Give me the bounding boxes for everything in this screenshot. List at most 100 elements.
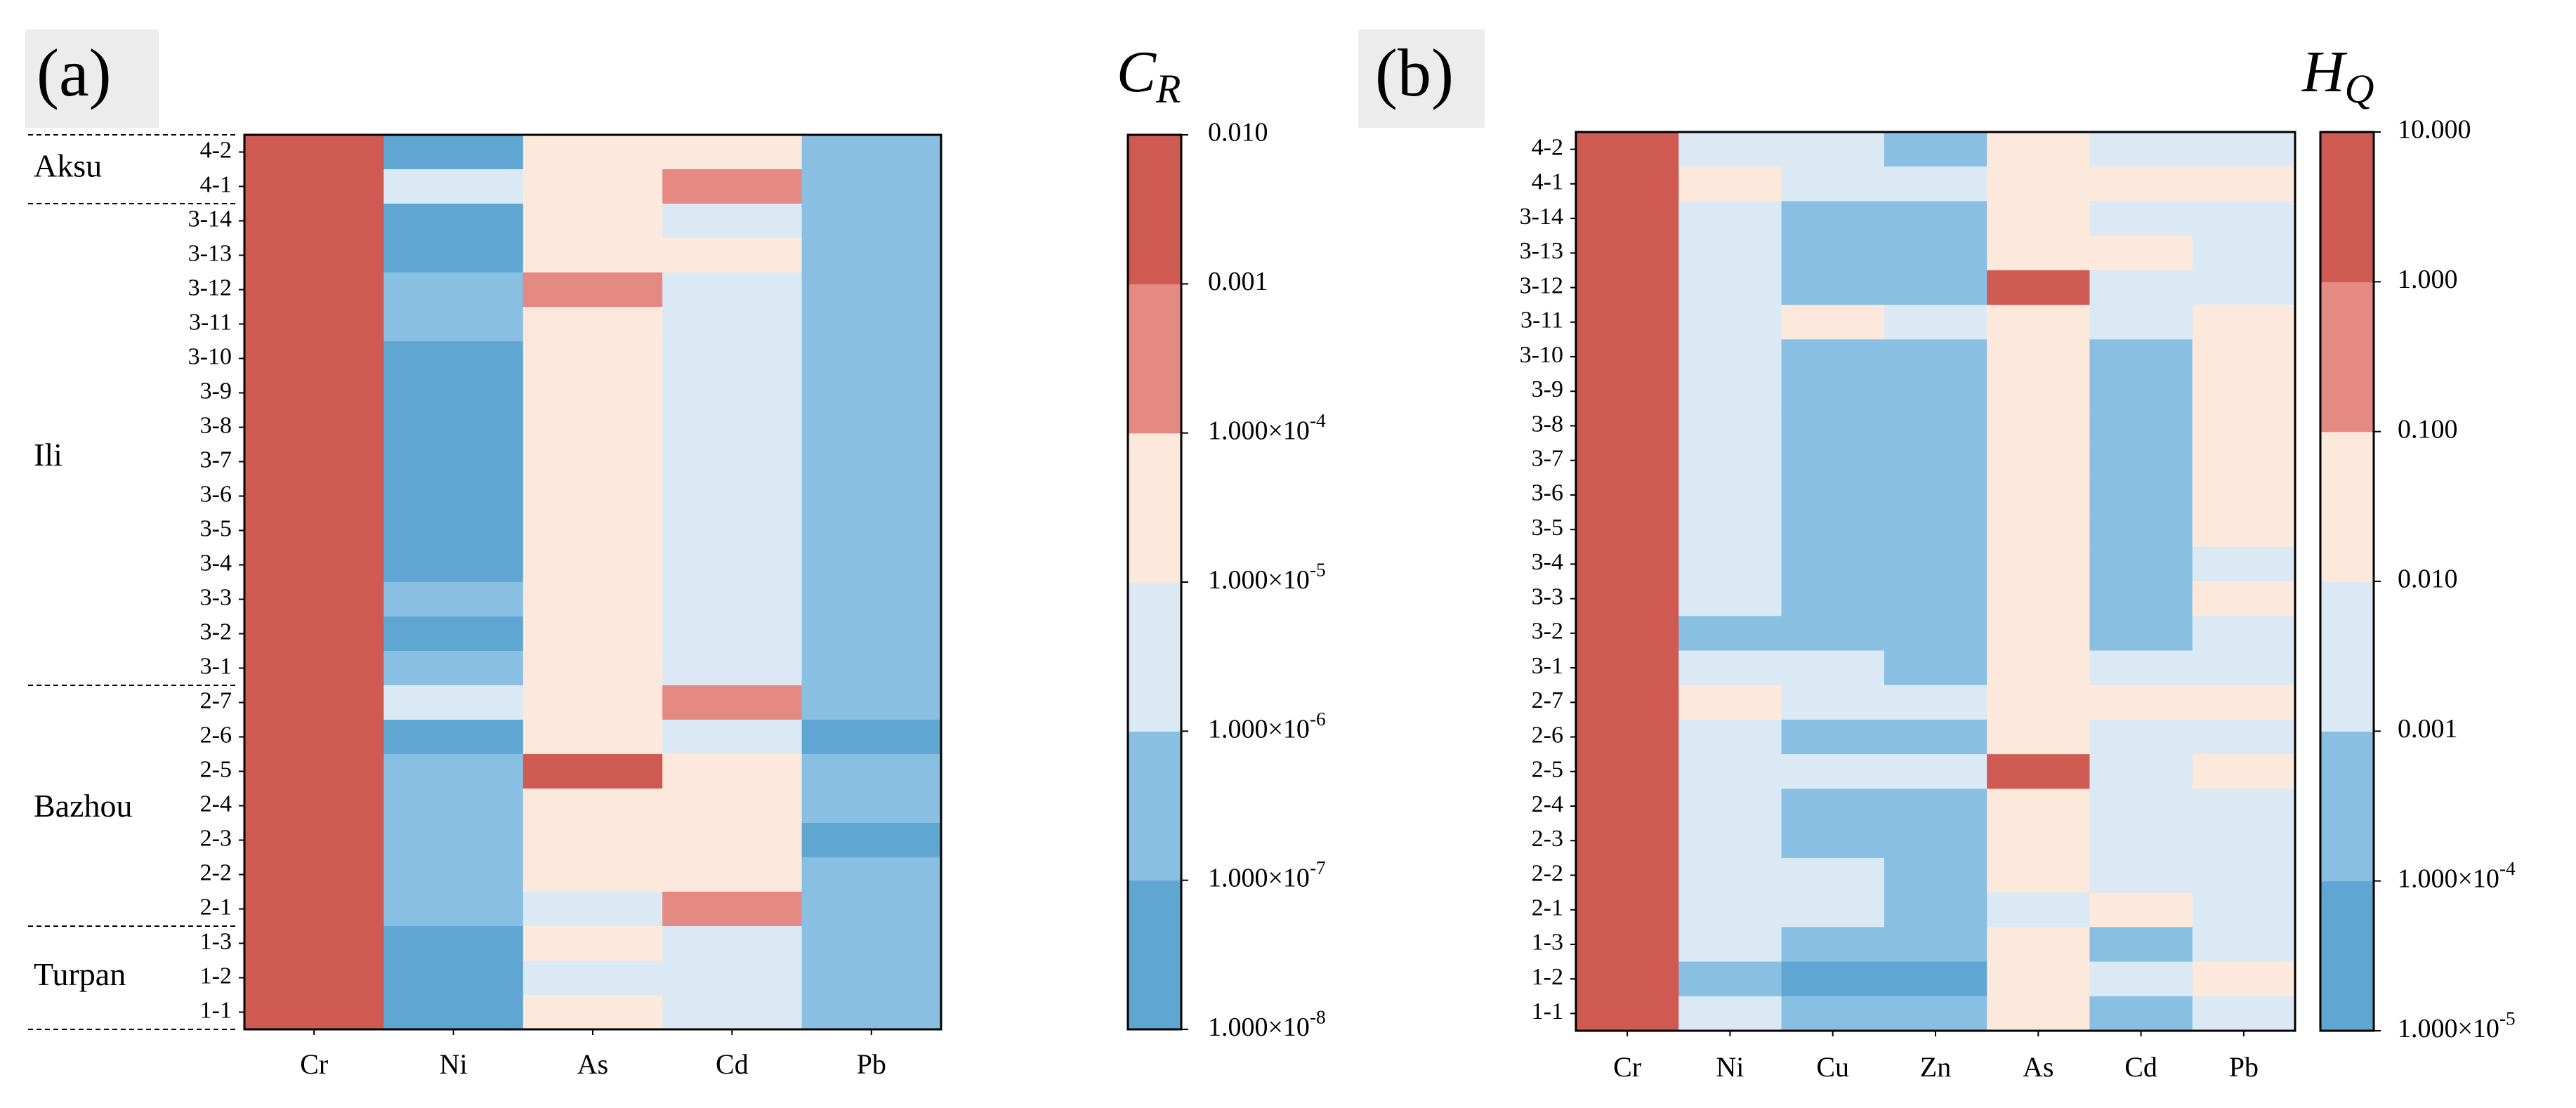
row-label: 2-5 — [1532, 757, 1563, 783]
heatmap-cell — [2089, 305, 2193, 340]
heatmap-cell — [1884, 754, 1987, 789]
heatmap-cell — [1987, 339, 2091, 375]
heatmap-cell — [662, 548, 803, 583]
heatmap-cell — [2192, 132, 2296, 167]
heatmap-cell — [1987, 892, 2091, 928]
heatmap-cell — [1987, 270, 2091, 305]
colorbar-segment — [1128, 135, 1181, 284]
heatmap-cell — [1678, 166, 1782, 202]
colorbar-title: HQ — [2301, 39, 2374, 112]
heatmap-cell — [523, 410, 663, 445]
heatmap-cell — [1884, 789, 1987, 824]
heatmap-cell — [662, 857, 803, 892]
row-label: 3-12 — [1520, 272, 1563, 298]
heatmap-cell — [1678, 857, 1782, 893]
heatmap-cell — [801, 272, 942, 308]
heatmap-cell — [1884, 616, 1987, 652]
heatmap-cell — [383, 513, 524, 548]
heatmap-cell — [383, 444, 524, 480]
heatmap-cell — [662, 651, 803, 686]
colorbar-segment — [2320, 731, 2374, 882]
column-label: Pb — [857, 1048, 886, 1080]
colorbar-tick-label: 1.000×10-5 — [1208, 560, 1326, 595]
colorbar: 1.000×10-5 1.000×10-4 0.001 0.010 0.100 1.000… — [2319, 115, 2516, 1043]
row-label: 3-13 — [1520, 238, 1563, 264]
heatmap-cell — [2192, 581, 2296, 616]
group-label: Aksu — [34, 148, 102, 184]
colorbar-tick-label: 1.000×10-4 — [1208, 411, 1326, 446]
heatmap-cell — [2192, 270, 2296, 305]
heatmap-cell — [383, 857, 524, 892]
heatmap-cell — [244, 857, 384, 892]
heatmap-cell — [523, 548, 663, 583]
row-label: 3-13 — [188, 240, 232, 266]
heatmap-cell — [244, 685, 384, 720]
heatmap-cell — [801, 479, 942, 514]
heatmap-cell — [1781, 857, 1885, 893]
heatmap-cell — [662, 926, 803, 961]
panel-label-shade — [1358, 29, 1485, 128]
heatmap-cell — [2192, 408, 2296, 444]
heatmap-cell — [1781, 789, 1885, 824]
heatmap-cell — [523, 892, 663, 927]
heatmap-cell — [244, 582, 384, 617]
heatmap-cell — [1987, 789, 2091, 824]
heatmap-cell — [1576, 339, 1679, 375]
heatmap-cell — [662, 444, 803, 480]
row-label: 4-1 — [1532, 169, 1563, 195]
heatmap-cell — [2192, 996, 2296, 1031]
heatmap-cell — [2089, 685, 2193, 720]
heatmap-cell — [1884, 581, 1987, 616]
heatmap-cell — [244, 616, 384, 652]
heatmap-cell — [244, 410, 384, 445]
heatmap-cell — [2192, 754, 2296, 789]
heatmap-cell — [1987, 235, 2091, 271]
heatmap-cell — [523, 238, 663, 273]
heatmap-cell — [662, 961, 803, 996]
row-label: 3-2 — [200, 619, 232, 645]
heatmap-cell — [1576, 892, 1679, 928]
heatmap-cell — [2089, 961, 2193, 997]
row-label: 3-8 — [1532, 411, 1563, 437]
colorbar-segment — [2320, 581, 2374, 732]
heatmap-cell — [2089, 201, 2193, 237]
heatmap-cell — [662, 479, 803, 514]
heatmap-cell — [1781, 443, 1885, 478]
row-label: 3-7 — [1532, 445, 1563, 471]
heatmap-cell — [801, 548, 942, 583]
group-label: Bazhou — [34, 788, 133, 824]
heatmap-cell — [801, 651, 942, 686]
heatmap-cell — [1781, 823, 1885, 859]
heatmap-cell — [662, 238, 803, 273]
heatmap-cell — [662, 995, 803, 1030]
heatmap-cell — [1987, 166, 2091, 202]
heatmap-cell — [662, 341, 803, 376]
heatmap-cell — [1781, 892, 1885, 928]
heatmap-cell — [383, 548, 524, 583]
heatmap-cell — [1576, 616, 1679, 652]
heatmap-cell — [801, 685, 942, 720]
colorbar-tick-label: 1.000×10-4 — [2398, 859, 2516, 894]
colorbar-segment — [1128, 880, 1181, 1030]
heatmap-cell — [1884, 996, 1987, 1031]
heatmap-cell — [244, 720, 384, 755]
heatmap-cell — [1987, 201, 2091, 237]
heatmap-cell — [1678, 339, 1782, 375]
panel-label: (b) — [1375, 35, 1454, 110]
heatmap-cell — [1678, 305, 1782, 340]
heatmap-cell — [383, 892, 524, 927]
heatmap-cell — [662, 823, 803, 858]
heatmap-cell — [1884, 857, 1987, 893]
heatmap-cell — [1678, 581, 1782, 616]
heatmap-cell — [1576, 512, 1679, 548]
heatmap-cell — [1678, 892, 1782, 928]
heatmap-cell — [2192, 892, 2296, 928]
heatmap-cell — [1576, 201, 1679, 237]
heatmap-cell — [1678, 754, 1782, 789]
heatmap-cell — [1781, 512, 1885, 548]
heatmap-cell — [1576, 581, 1679, 616]
heatmap-cell — [244, 926, 384, 961]
heatmap-cell — [662, 754, 803, 789]
heatmap-cell — [1884, 305, 1987, 340]
row-label: 2-2 — [200, 859, 232, 885]
